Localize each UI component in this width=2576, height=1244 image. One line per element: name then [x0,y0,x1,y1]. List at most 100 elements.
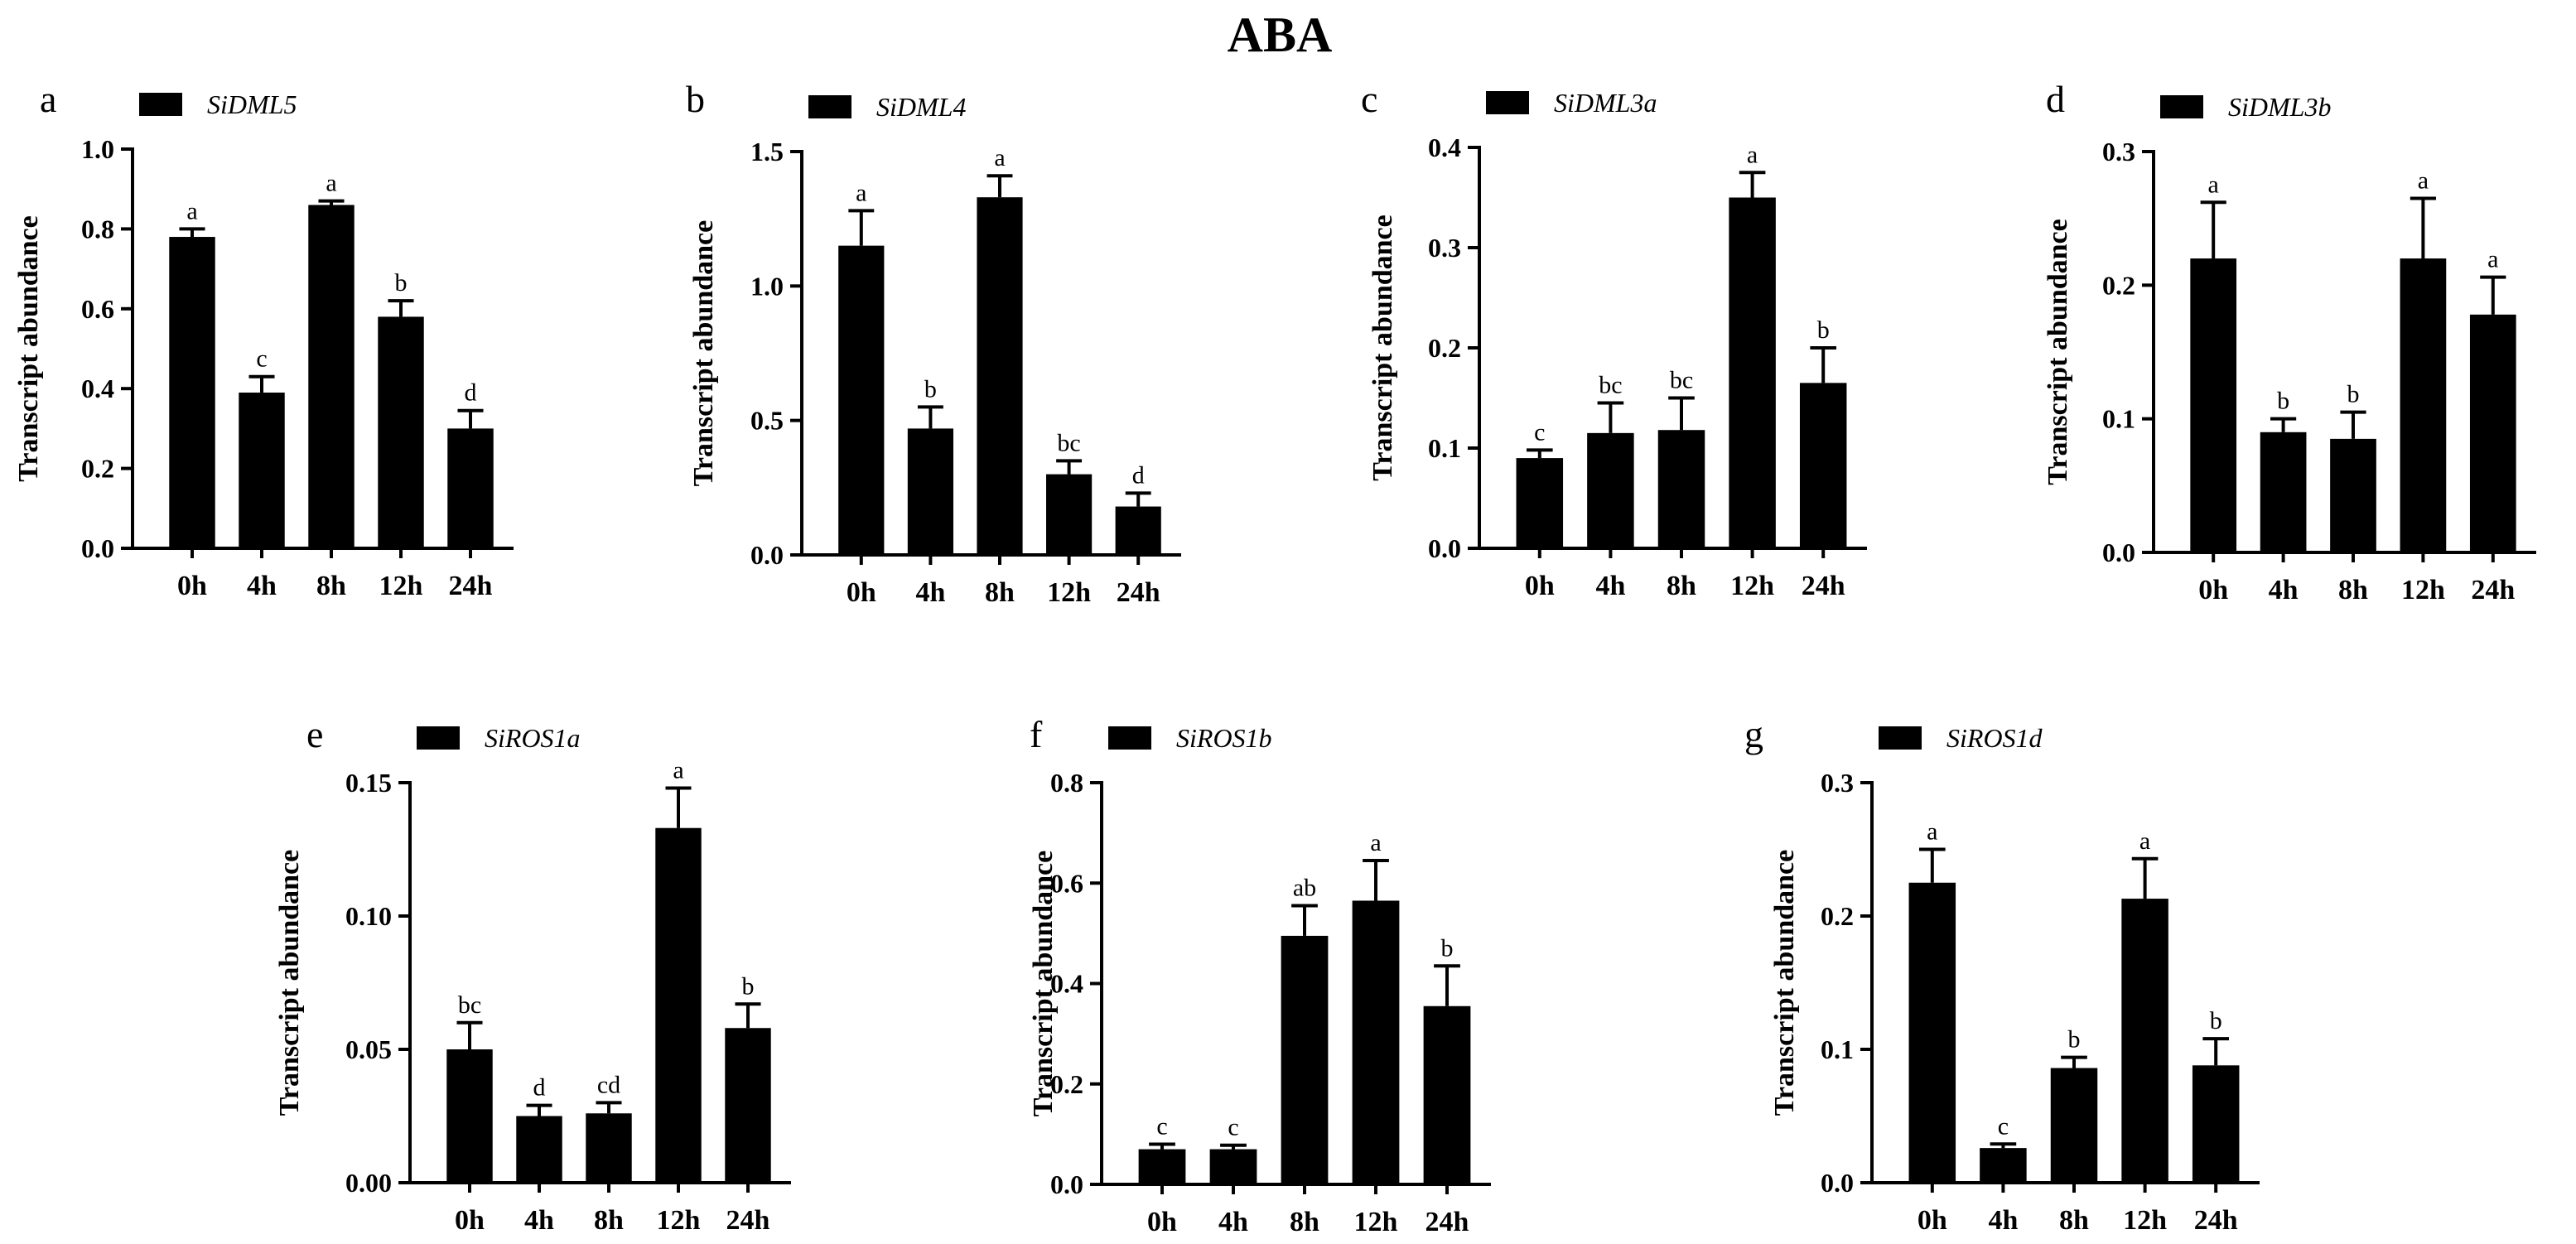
panel-f: f 0.0 0.2 0.4 0.6 0.8 Transcript abundance SiRO… [1028,713,1491,1237]
significance-letter: b [1817,316,1830,344]
legend-label: SiROS1d [1946,723,2043,753]
y-tick-label: 0.4 [1428,133,1461,162]
legend-swatch [2160,95,2203,118]
x-tick-label: 12h [1730,571,1774,601]
y-tick-label: 0.8 [81,214,114,243]
bar-24h [1423,1005,1471,1184]
bar-12h [1729,197,1776,548]
significance-letter: a [673,756,683,784]
significance-letter: cd [597,1071,620,1098]
x-tick-label: 0h [2198,575,2228,605]
panel-letter: c [1361,78,1377,120]
bar-12h [1352,900,1400,1184]
y-axis-label: Transcript abundance [274,850,305,1116]
x-tick-label: 4h [1595,571,1625,601]
bar-4h [1980,1148,2027,1183]
y-tick-label: 0.6 [1050,868,1083,898]
x-tick-label: 4h [2269,575,2299,605]
significance-letter: a [2139,827,2150,855]
bar-0h [446,1049,493,1183]
y-tick-label: 0.10 [345,901,392,931]
y-tick-label: 0.05 [345,1034,392,1064]
y-tick-label: 0.15 [345,768,392,798]
x-tick-label: 8h [594,1205,624,1236]
panel-c: c 0.0 0.1 0.2 0.3 0.4 Transcript abundance SiDM… [1361,78,1867,601]
legend-label: SiDML4 [876,92,966,122]
legend-swatch [808,95,851,118]
significance-letter: d [533,1074,546,1102]
y-tick-label: 0.6 [81,294,114,324]
significance-letter: b [2210,1007,2222,1034]
x-tick-label: 24h [449,571,493,601]
panel-b: b 0.0 0.5 1.0 1.5 Transcript abundance SiDML4 a… [686,78,1181,608]
significance-letter: a [1370,829,1381,856]
significance-letter: a [1927,818,1937,846]
y-tick-label: 1.0 [81,134,114,164]
significance-letter: b [742,972,755,1000]
bar-4h [239,393,285,548]
bar-8h [977,197,1023,555]
bar-8h [308,205,355,549]
significance-letter: b [2277,388,2289,415]
bar-24h [1115,506,1161,555]
y-tick-label: 0.00 [345,1168,392,1198]
legend-swatch [1879,726,1922,750]
panel-e: e 0.00 0.05 0.10 0.15 Transcript abundance SiR… [274,713,791,1236]
significance-letter: d [1132,461,1145,489]
bar-4h [1587,432,1634,548]
bar-4h [907,428,953,555]
significance-letter: a [2418,166,2429,194]
y-tick-label: 0.0 [1428,533,1461,563]
bar-4h [516,1116,562,1183]
panel-a: a 0.0 0.2 0.4 0.6 0.8 1.0 Transcript abundance S… [13,78,514,601]
y-tick-label: 0.0 [81,533,114,563]
y-tick-label: 1.0 [750,271,784,301]
significance-letter: a [2208,171,2219,198]
significance-letter: a [186,197,197,224]
y-tick-label: 0.3 [1428,233,1461,263]
panel-letter: g [1744,713,1763,755]
significance-letter: a [994,144,1005,171]
y-tick-label: 0.0 [1821,1168,1854,1198]
bar-0h [169,237,215,548]
x-tick-label: 12h [2123,1205,2167,1236]
y-axis-label: Transcript abundance [688,220,719,486]
panel-d: d 0.0 0.1 0.2 0.3 Transcript abundance SiDML3b… [2043,78,2536,605]
x-tick-label: 0h [455,1205,485,1236]
y-axis-label: Transcript abundance [2043,219,2073,485]
panel-letter: e [306,713,323,755]
x-tick-label: 12h [657,1205,701,1236]
significance-letter: b [395,269,408,297]
legend-label: SiROS1b [1176,723,1272,753]
bar-8h [2330,438,2376,552]
x-tick-label: 24h [726,1205,770,1236]
y-tick-label: 0.3 [1821,768,1854,798]
panel-letter: a [40,78,56,120]
legend-swatch [1486,91,1529,114]
y-axis-label: Transcript abundance [13,215,44,481]
legend-label: SiDML3b [2228,92,2331,122]
y-tick-label: 0.2 [81,454,114,484]
x-tick-label: 0h [847,577,876,608]
bar-8h [1657,430,1705,548]
significance-letter: c [1534,418,1545,446]
significance-letter: d [465,379,477,407]
bar-4h [1209,1149,1257,1184]
x-tick-label: 24h [2194,1205,2238,1236]
legend-label: SiROS1a [485,723,581,753]
x-tick-label: 12h [2401,575,2445,605]
x-tick-label: 8h [1290,1207,1319,1237]
bar-24h [447,428,494,548]
y-tick-label: 0.4 [81,374,114,403]
significance-letter: bc [1057,429,1080,456]
bar-8h [2050,1068,2098,1183]
y-tick-label: 0.3 [2102,137,2135,166]
significance-letter: b [1441,934,1454,962]
bar-0h [1138,1149,1186,1184]
bar-8h [1281,935,1329,1184]
y-tick-label: 0.2 [1821,901,1854,931]
x-tick-label: 8h [2338,575,2368,605]
significance-letter: c [1228,1114,1238,1141]
bar-12h [1046,474,1093,555]
x-tick-label: 24h [1117,577,1160,608]
